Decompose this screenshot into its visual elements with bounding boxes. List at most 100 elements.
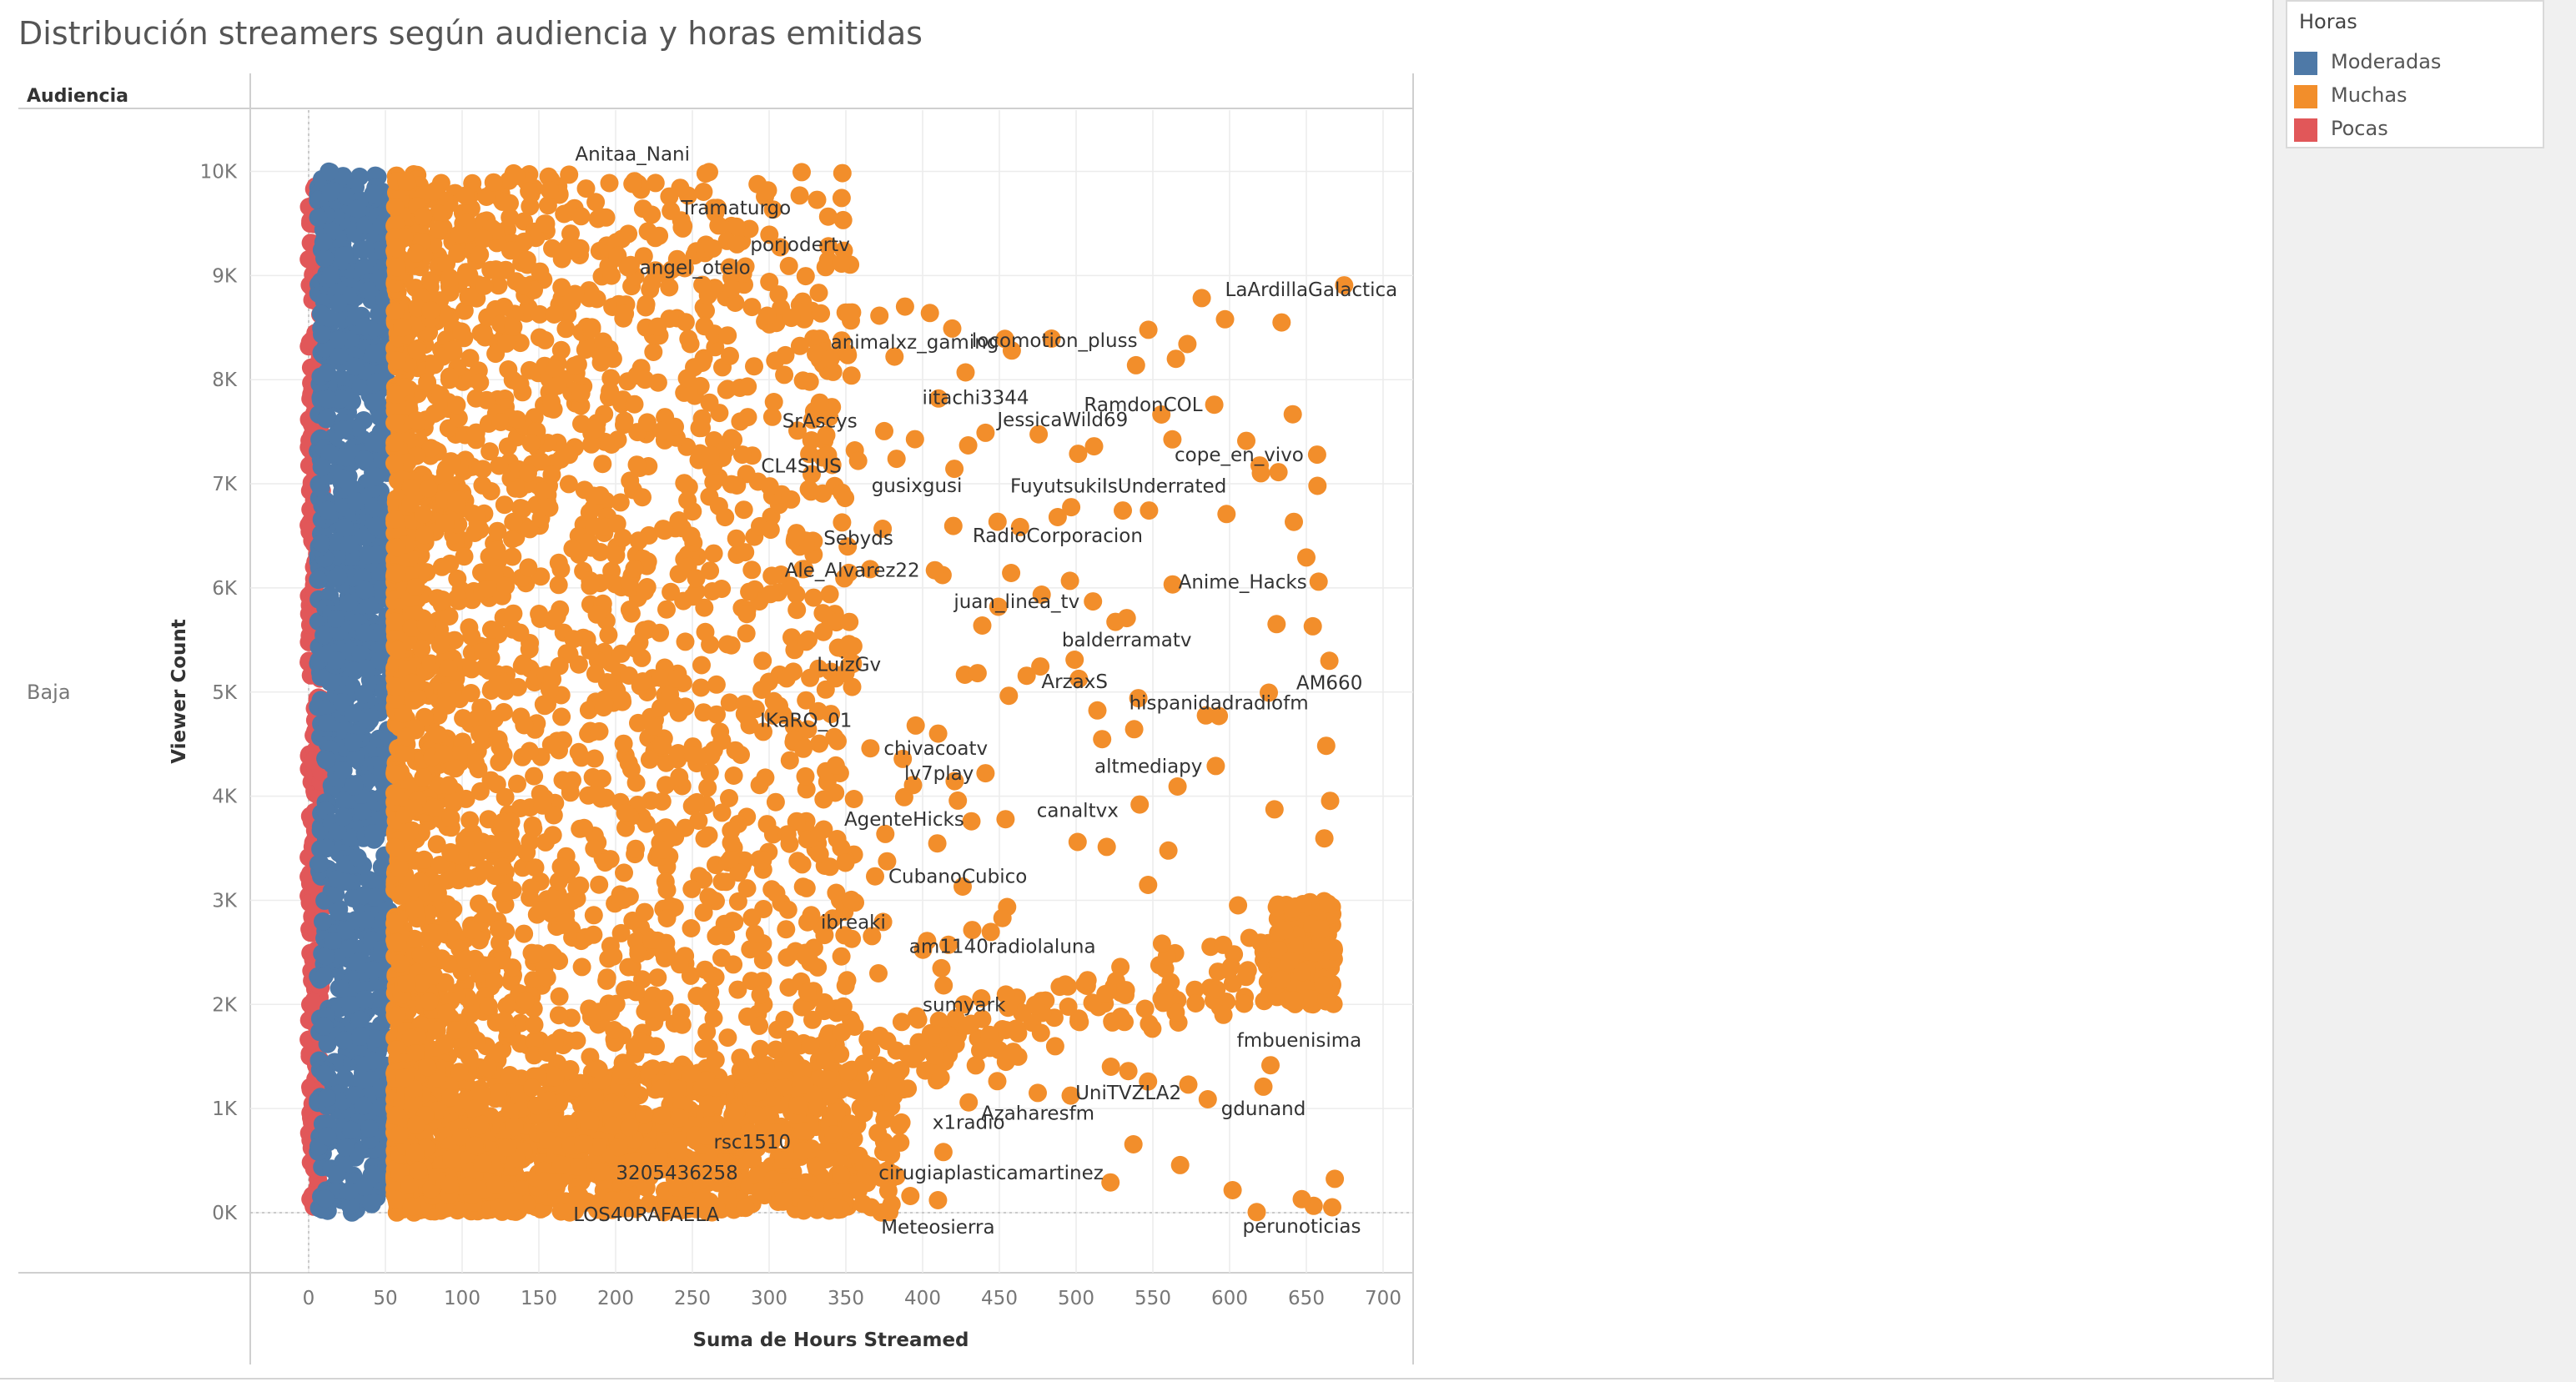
point-muchas <box>750 1016 769 1035</box>
point-muchas <box>620 1118 639 1137</box>
point-muchas <box>712 803 732 822</box>
point-muchas <box>498 1138 517 1157</box>
point-moderadas <box>327 532 346 551</box>
point-muchas <box>727 476 747 495</box>
point-muchas <box>606 994 626 1013</box>
point-muchas <box>676 818 695 837</box>
point-muchas <box>585 749 604 768</box>
point-moderadas <box>309 570 328 590</box>
point-muchas <box>600 173 619 193</box>
point-muchas <box>516 991 535 1010</box>
point-muchas <box>385 413 405 432</box>
point-muchas <box>549 1006 568 1025</box>
point-muchas <box>840 612 859 631</box>
point-muchas <box>826 756 845 775</box>
point-muchas <box>734 500 753 520</box>
point-muchas <box>696 622 715 641</box>
point-muchas <box>418 373 437 392</box>
point-moderadas <box>320 673 340 691</box>
point-muchas <box>508 677 527 696</box>
point-muchas <box>425 182 444 201</box>
point-muchas <box>813 604 833 623</box>
point-moderadas <box>355 1070 374 1089</box>
point-muchas <box>636 294 656 314</box>
point-muchas <box>672 1015 692 1034</box>
point-muchas <box>520 182 539 201</box>
point-muchas <box>814 622 833 641</box>
point-muchas <box>742 298 762 317</box>
point-muchas <box>545 305 564 324</box>
point-muchas <box>792 163 811 182</box>
point-moderadas <box>341 330 360 349</box>
point-muchas <box>833 163 852 183</box>
point-muchas <box>802 431 821 450</box>
point-muchas <box>708 925 727 944</box>
point-muchas <box>540 680 559 699</box>
point-muchas <box>760 225 779 244</box>
point-muchas <box>762 566 782 585</box>
point-muchas <box>764 393 783 411</box>
point-moderadas <box>309 208 328 227</box>
point-muchas <box>771 238 790 257</box>
point-muchas <box>605 1021 624 1039</box>
point-muchas <box>511 374 530 394</box>
point-muchas <box>475 276 494 295</box>
point-muchas <box>387 258 406 277</box>
point-muchas <box>698 778 717 797</box>
point-muchas <box>390 953 410 972</box>
point-muchas <box>753 651 772 671</box>
point-muchas <box>432 557 451 576</box>
point-muchas <box>495 495 514 515</box>
point-muchas <box>650 226 669 245</box>
point-moderadas <box>320 445 340 463</box>
point-muchas <box>699 887 718 907</box>
point-pocas <box>304 993 323 1012</box>
point-muchas <box>615 411 634 430</box>
point-muchas <box>508 410 527 429</box>
point-moderadas <box>329 330 348 349</box>
point-muchas <box>474 229 493 249</box>
point-muchas <box>386 1008 405 1027</box>
point-muchas <box>400 822 419 842</box>
point-moderadas <box>317 410 336 429</box>
point-muchas <box>767 884 786 902</box>
point-moderadas <box>335 872 355 891</box>
point-muchas <box>405 1143 425 1163</box>
point-moderadas <box>315 249 334 268</box>
point-muchas <box>594 332 612 351</box>
point-muchas <box>751 1039 770 1058</box>
point-moderadas <box>346 492 365 510</box>
point-muchas <box>496 334 516 353</box>
point-muchas <box>843 677 862 696</box>
point-moderadas <box>336 1138 355 1158</box>
point-muchas <box>430 636 450 655</box>
point-moderadas <box>365 1029 384 1048</box>
point-muchas <box>675 474 694 493</box>
point-muchas <box>406 1115 425 1134</box>
point-muchas <box>844 790 863 808</box>
point-muchas <box>568 1158 587 1176</box>
point-muchas <box>670 767 689 786</box>
point-moderadas <box>364 184 383 204</box>
point-muchas <box>405 900 425 919</box>
point-muchas <box>435 1034 454 1053</box>
point-muchas <box>523 945 542 964</box>
point-moderadas <box>345 776 364 796</box>
point-muchas <box>621 760 641 779</box>
point-muchas <box>635 1105 654 1123</box>
point-muchas <box>485 710 504 728</box>
point-moderadas <box>345 357 365 376</box>
point-muchas <box>681 1064 699 1083</box>
point-muchas <box>804 588 823 607</box>
point-muchas <box>589 1060 608 1078</box>
point-moderadas <box>364 961 383 980</box>
point-moderadas <box>314 1017 334 1036</box>
point-muchas <box>652 421 672 440</box>
point-muchas <box>541 735 561 754</box>
point-muchas <box>581 641 600 660</box>
point-muchas <box>625 560 644 578</box>
point-muchas <box>703 239 722 258</box>
point-muchas <box>479 997 498 1016</box>
point-muchas <box>441 809 460 827</box>
